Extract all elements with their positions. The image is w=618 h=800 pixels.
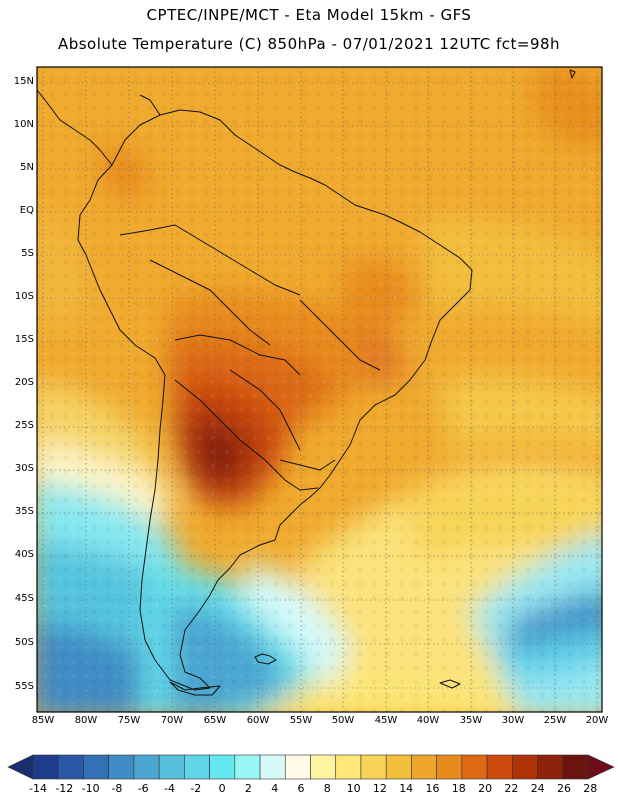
lon-label: 65W (203, 715, 227, 726)
colorbar-label: 18 (451, 782, 466, 795)
lon-label: 80W (74, 715, 98, 726)
colorbar-swatch (284, 754, 311, 780)
lon-label: 40W (416, 715, 440, 726)
colorbar-swatch (57, 754, 84, 780)
colorbar-swatch (385, 754, 412, 780)
colorbar-label: -12 (55, 782, 74, 795)
lat-label: EQ (19, 205, 34, 216)
lon-label: 70W (160, 715, 184, 726)
colorbar-label: -10 (81, 782, 100, 795)
lon-label: 55W (289, 715, 313, 726)
colorbar-swatch (512, 754, 538, 780)
colorbar-swatch (486, 754, 513, 780)
colorbar-label: -8 (111, 782, 123, 795)
colorbar-swatch (259, 754, 286, 780)
colorbar-swatch (335, 754, 362, 780)
colorbar-swatch (436, 754, 463, 780)
lon-label: 35W (459, 715, 483, 726)
colorbar-label: -14 (29, 782, 47, 795)
lat-label: 30S (14, 463, 34, 474)
lat-label: 40S (14, 549, 34, 560)
lon-label: 60W (246, 715, 270, 726)
lat-label: 5S (21, 248, 34, 259)
colorbar-swatch (158, 754, 185, 780)
lon-label: 20W (585, 715, 609, 726)
lon-label: 50W (331, 715, 355, 726)
map-frame (36, 66, 603, 713)
lat-label: 50S (14, 637, 34, 648)
coastline (37, 69, 576, 696)
title-line-1: CPTEC/INPE/MCT - Eta Model 15km - GFS (146, 6, 472, 24)
lat-label: 25S (14, 420, 34, 431)
colorbar-label: 10 (346, 782, 361, 795)
colorbar-label: 22 (504, 782, 519, 795)
colorbar-swatch (411, 754, 437, 780)
lat-label: 35S (14, 506, 34, 517)
colorbar-swatch (310, 754, 337, 780)
colorbar-swatch (360, 754, 387, 780)
colorbar-swatch (537, 754, 564, 780)
colorbar-swatch (184, 754, 210, 780)
colorbar-swatch (83, 754, 109, 780)
lon-label: 75W (117, 715, 141, 726)
colorbar-max-arrow (587, 754, 615, 780)
colorbar-swatch (562, 754, 589, 780)
colorbar-label: -4 (164, 782, 175, 795)
colorbar-label: 4 (271, 782, 279, 795)
lat-label: 10S (14, 291, 34, 302)
colorbar-label: 28 (583, 782, 598, 795)
colorbar-label: 12 (372, 782, 387, 795)
temperature-field (37, 67, 602, 712)
lat-label: 45S (14, 593, 34, 604)
colorbar-label: 14 (399, 782, 414, 795)
lat-label: 10N (13, 119, 34, 130)
colorbar-label: -6 (137, 782, 149, 795)
colorbar-swatch (32, 754, 59, 780)
title-line-2: Absolute Temperature (C) 850hPa - 07/01/… (57, 35, 561, 53)
colorbar-swatch (461, 754, 488, 780)
lat-label: 20S (14, 377, 34, 388)
colorbar-label: -2 (190, 782, 202, 795)
lon-label: 45W (374, 715, 398, 726)
lat-label: 5N (20, 162, 34, 173)
colorbar-swatch (133, 754, 160, 780)
colorbar-swatch (209, 754, 236, 780)
colorbar (7, 754, 615, 780)
colorbar-label: 24 (530, 782, 545, 795)
lon-label: 30W (501, 715, 525, 726)
colorbar-label: 16 (425, 782, 440, 795)
colorbar-label: 0 (218, 782, 226, 795)
lon-label: 25W (543, 715, 567, 726)
colorbar-label: 2 (244, 782, 252, 795)
colorbar-swatch (234, 754, 261, 780)
lon-label: 85W (31, 715, 55, 726)
colorbar-min-arrow (7, 754, 34, 780)
colorbar-label: 8 (323, 782, 331, 795)
lat-label: 55S (14, 681, 34, 692)
colorbar-label: 26 (557, 782, 571, 795)
colorbar-label: 20 (478, 782, 493, 795)
lat-label: 15S (14, 334, 34, 345)
lat-label: 15N (13, 76, 34, 87)
colorbar-swatch (108, 754, 135, 780)
colorbar-label: 6 (297, 782, 305, 795)
